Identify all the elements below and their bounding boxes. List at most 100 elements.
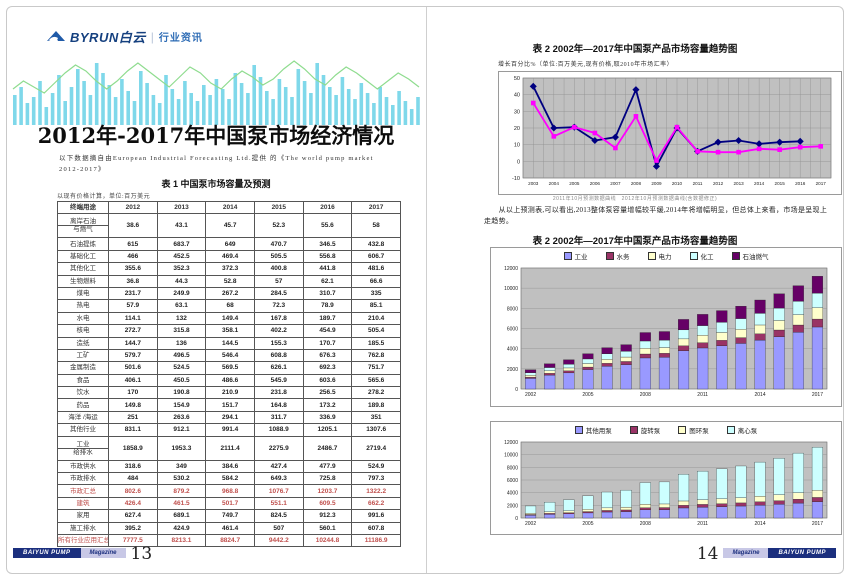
table-cell: 626.1 xyxy=(253,361,304,375)
growth-line-chart: -10 0 10 20 30 40 50 2003 2004 2005 2006 2007 2008 20… xyxy=(512,76,832,186)
table-cell: 496.5 xyxy=(156,348,207,363)
table-cell: 2111.4 xyxy=(205,435,255,461)
brand-text: BYRUN白云 xyxy=(70,30,146,45)
svg-text:10000: 10000 xyxy=(504,286,518,292)
table-cell: 432.8 xyxy=(351,237,401,251)
table-row: 家用 627.4 689.1 749.7 824.5 912.3 991.6 xyxy=(57,509,401,523)
table-row: 市政汇总 802.6 879.2 968.8 1076.7 1203.7 1322.2 xyxy=(57,484,401,498)
table-cell: 991.4 xyxy=(205,423,255,437)
table-row: 饮水 170 190.8 210.9 231.8 256.5 278.2 xyxy=(57,386,401,400)
table-cell: 615 xyxy=(108,237,158,251)
table-row: 离岸石油 与燃气 38.6 43.1 45.7 52.3 55.6 58 xyxy=(57,213,401,239)
svg-text:2014: 2014 xyxy=(755,521,766,527)
table-cell: 879.2 xyxy=(156,484,207,498)
legend-label: 图环泵 xyxy=(689,427,709,435)
logo-tagline: 行业资讯 xyxy=(158,33,203,44)
svg-text:2012: 2012 xyxy=(713,181,724,186)
table-cell: 144.5 xyxy=(205,336,255,350)
table-row: 市政排水 484 530.2 584.2 649.3 725.8 797.3 xyxy=(57,472,401,486)
table-cell: 1858.9 xyxy=(108,435,158,461)
table-1-title: 表 1 中国泵市场容量及预测 xyxy=(161,179,271,189)
table-cell: 164.8 xyxy=(253,398,304,412)
table-cell: 44.3 xyxy=(156,274,207,288)
svg-text:10: 10 xyxy=(514,143,520,149)
table-cell: 607.8 xyxy=(351,521,401,536)
table-cell: 545.9 xyxy=(253,373,304,388)
table-cell: 505.4 xyxy=(351,324,401,338)
row-label: 工业 给排水 xyxy=(57,435,109,461)
legend-label: 工业 xyxy=(574,253,588,261)
table-cell: 749.7 xyxy=(205,509,255,523)
table-cell: 58 xyxy=(351,213,401,239)
svg-text:6000: 6000 xyxy=(507,327,518,333)
svg-text:20: 20 xyxy=(514,126,520,132)
table-cell: 68 xyxy=(205,299,255,313)
table-cell: 1953.3 xyxy=(156,435,207,461)
svg-text:6000: 6000 xyxy=(507,478,518,484)
legend-item: 工业 xyxy=(563,251,588,261)
table-row: 海洋 /海运 251 263.6 294.1 311.7 336.9 351 xyxy=(57,410,401,425)
table-cell: 501.6 xyxy=(108,361,158,375)
legend-item: 图环泵 xyxy=(678,425,709,435)
chart-2-legend: 工业 水务 电力 化工 石油燃气 xyxy=(491,248,841,263)
table-cell: 579.7 xyxy=(108,348,158,363)
pump-type-stacked-chart-box: 其他用泵 旋转泵 图环泵 离心泵 0 2000 4000 6000 8000 10000 1200… xyxy=(490,421,842,535)
svg-text:8000: 8000 xyxy=(507,465,518,471)
svg-text:2014: 2014 xyxy=(754,181,765,186)
table-row: 施工排水 395.2 424.9 461.4 507 560.1 607.8 xyxy=(57,521,401,536)
table-cell: 9442.2 xyxy=(253,533,304,548)
svg-text:2011: 2011 xyxy=(697,521,708,527)
table-cell: 505.5 xyxy=(253,249,304,264)
svg-text:-10: -10 xyxy=(512,176,520,182)
table-cell: 36.8 xyxy=(108,274,158,288)
svg-text:2002: 2002 xyxy=(525,392,536,398)
svg-text:4000: 4000 xyxy=(507,491,518,497)
table-row: 其他化工 355.6 352.3 372.3 400.8 441.8 481.6 xyxy=(57,262,401,276)
table-cell: 52.3 xyxy=(253,213,304,239)
table-cell: 450.5 xyxy=(156,373,207,388)
table-cell: 501.7 xyxy=(205,496,255,511)
table-cell: 584.2 xyxy=(205,472,255,486)
table-cell: 762.8 xyxy=(351,348,401,363)
table-cell: 426.4 xyxy=(108,496,158,511)
svg-text:50: 50 xyxy=(514,76,520,82)
table-cell: 2486.7 xyxy=(302,435,353,461)
svg-text:40: 40 xyxy=(514,93,520,99)
svg-text:12000: 12000 xyxy=(504,266,518,272)
table-cell: 66.6 xyxy=(351,274,401,288)
svg-text:0: 0 xyxy=(517,159,520,165)
page-gutter-divider xyxy=(426,7,427,573)
table-cell: 751.7 xyxy=(351,361,401,375)
legend-label: 旋转泵 xyxy=(640,427,661,435)
table-cell: 251 xyxy=(108,410,158,425)
table-cell: 249.9 xyxy=(156,286,207,301)
svg-text:2010: 2010 xyxy=(672,181,683,186)
table-cell: 912.1 xyxy=(156,423,207,437)
row-label: 热电 xyxy=(57,299,109,313)
table-cell: 551.1 xyxy=(253,496,304,511)
byrun-logo-icon xyxy=(47,31,65,41)
svg-text:2007: 2007 xyxy=(610,181,621,186)
table-cell: 346.5 xyxy=(302,237,353,251)
legend-swatch xyxy=(629,425,638,434)
table-row: 煤电 231.7 249.9 267.2 284.5 310.7 335 xyxy=(57,286,401,301)
table-cell: 556.8 xyxy=(302,249,353,264)
table-cell: 649.3 xyxy=(253,472,304,486)
table-cell: 441.8 xyxy=(302,262,353,276)
table-cell: 991.6 xyxy=(351,509,401,523)
legend-label: 其他用泵 xyxy=(585,427,612,435)
legend-label: 化工 xyxy=(700,253,714,261)
page-number-left: 13 xyxy=(130,544,153,564)
legend-item: 离心泵 xyxy=(726,425,757,435)
row-label: 其他行业 xyxy=(57,423,109,437)
table-cell: 2719.4 xyxy=(351,435,401,461)
svg-text:2005: 2005 xyxy=(582,392,593,398)
legend-label: 石油燃气 xyxy=(742,253,769,261)
column-header: 2016 xyxy=(302,200,353,215)
row-label: 煤电 xyxy=(57,286,109,301)
analysis-paragraph: 从以上预测表,可以看出,2013整体泵容量增幅较平缓,2014年将增幅明显，但总… xyxy=(484,206,828,226)
table-cell: 10244.8 xyxy=(302,533,353,548)
application-stacked-chart-box: 工业 水务 电力 化工 石油燃气 0 2000 4000 6000 8000 10000 12000… xyxy=(490,247,842,407)
table-cell: 144.7 xyxy=(108,336,158,350)
table-cell: 63.1 xyxy=(156,299,207,313)
